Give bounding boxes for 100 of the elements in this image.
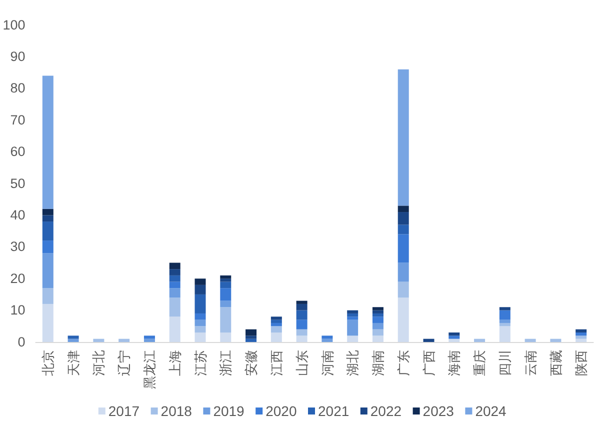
x-tick-label: 安徽 xyxy=(244,350,259,376)
x-tick-label: 山东 xyxy=(294,350,310,376)
bar xyxy=(398,234,409,263)
y-tick-label: 100 xyxy=(2,17,26,32)
bar xyxy=(270,332,282,342)
bar xyxy=(398,69,409,206)
bar xyxy=(524,338,536,342)
bar xyxy=(372,322,384,330)
bar xyxy=(144,338,155,342)
x-tick-label: 湖南 xyxy=(370,350,386,376)
legend-label: 2018 xyxy=(160,402,192,419)
bar xyxy=(118,338,130,342)
bar xyxy=(220,278,232,282)
x-tick-label: 云南 xyxy=(522,350,538,376)
bar xyxy=(246,329,257,336)
bar xyxy=(194,332,206,342)
bar xyxy=(42,288,54,304)
bar xyxy=(42,76,54,209)
bar xyxy=(220,275,232,279)
bar xyxy=(550,338,562,342)
bar xyxy=(296,336,308,342)
x-tick-label: 重庆 xyxy=(472,350,488,376)
x-tick-label: 北京 xyxy=(40,350,56,376)
bar xyxy=(499,307,510,310)
bar xyxy=(169,316,180,342)
legend-label: 2020 xyxy=(266,402,297,419)
bar xyxy=(398,298,409,342)
bar xyxy=(448,332,460,336)
y-tick-label: 50 xyxy=(10,176,26,191)
x-tick-label: 湖北 xyxy=(345,350,360,376)
bar xyxy=(372,307,384,310)
bar xyxy=(169,262,180,270)
bar xyxy=(194,320,206,326)
y-tick-label: 80 xyxy=(10,80,26,96)
x-tick-label: 黑龙江 xyxy=(142,350,158,389)
bar xyxy=(220,300,232,308)
bar xyxy=(474,338,486,342)
bar xyxy=(270,322,282,326)
bar xyxy=(347,310,358,314)
bar xyxy=(296,320,308,330)
bar xyxy=(194,313,206,320)
x-tick-label: 江苏 xyxy=(192,350,208,376)
x-tick-label: 河南 xyxy=(320,350,335,376)
x-tick-label: 广东 xyxy=(396,350,411,376)
bar xyxy=(296,300,308,304)
bar xyxy=(448,336,460,339)
bar xyxy=(194,284,206,294)
bar xyxy=(270,326,282,332)
bar xyxy=(220,307,232,332)
bar xyxy=(347,313,358,317)
x-tick-label: 四川 xyxy=(497,350,512,376)
bar xyxy=(220,282,232,288)
bar xyxy=(423,338,434,342)
bar xyxy=(93,338,104,342)
bar xyxy=(220,332,232,342)
bar xyxy=(169,298,180,317)
y-tick-label: 20 xyxy=(10,270,26,286)
legend-label: 2017 xyxy=(108,402,140,419)
bar xyxy=(296,304,308,310)
bar xyxy=(246,336,257,339)
bar xyxy=(194,326,206,332)
bar xyxy=(398,224,409,234)
bar xyxy=(372,313,384,317)
y-tick-label: 60 xyxy=(10,144,26,160)
legend-label: 2022 xyxy=(370,402,402,419)
x-tick-label: 江西 xyxy=(268,350,284,376)
bar xyxy=(347,320,358,336)
y-tick-label: 10 xyxy=(10,302,26,318)
y-tick-label: 0 xyxy=(18,334,26,350)
bar xyxy=(42,240,54,254)
y-tick-label: 70 xyxy=(10,112,26,128)
bar xyxy=(576,338,587,342)
legend-label: 2024 xyxy=(475,402,507,419)
bar xyxy=(42,208,54,216)
bar xyxy=(42,222,54,241)
bar xyxy=(68,338,79,342)
bar xyxy=(499,322,510,326)
bar xyxy=(347,336,358,342)
bar xyxy=(42,215,54,222)
x-tick-label: 西藏 xyxy=(548,350,564,376)
bar xyxy=(322,338,333,342)
bar xyxy=(270,320,282,323)
bar xyxy=(398,212,409,225)
bar xyxy=(296,310,308,320)
y-tick-label: 90 xyxy=(10,49,26,64)
y-tick-label: 40 xyxy=(10,208,26,223)
bar xyxy=(576,329,587,332)
bar xyxy=(398,262,409,282)
x-tick-label: 天津 xyxy=(66,350,81,376)
bar xyxy=(576,336,587,339)
x-tick-label: 广西 xyxy=(421,350,436,376)
x-tick-label: 陕西 xyxy=(574,350,589,376)
bar xyxy=(448,338,460,342)
bar xyxy=(246,338,257,342)
bar xyxy=(499,320,510,323)
bar xyxy=(144,336,155,339)
bar xyxy=(169,269,180,276)
x-tick-label: 辽宁 xyxy=(116,350,132,376)
bar xyxy=(347,316,358,320)
x-tick-label: 上海 xyxy=(167,350,182,376)
